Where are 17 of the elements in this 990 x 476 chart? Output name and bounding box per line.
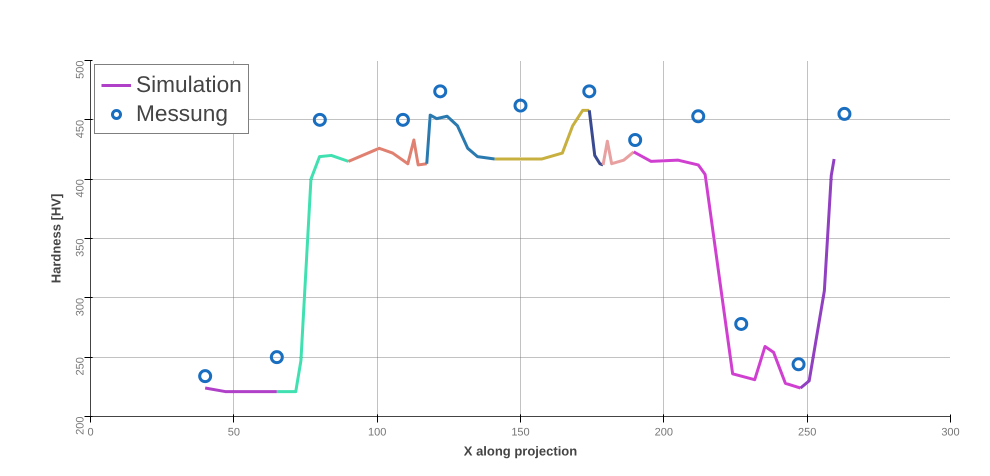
x-tick-label: 100 (368, 426, 386, 438)
x-tick-label: 0 (87, 426, 94, 438)
y-axis-title: Hardness [HV] (48, 194, 64, 284)
y-tick-label: 400 (74, 179, 86, 198)
x-tick-label: 300 (941, 426, 960, 438)
legend-label: Messung (136, 100, 228, 127)
legend-label: Simulation (136, 71, 242, 98)
y-tick-label: 250 (74, 357, 86, 376)
x-axis-title: X along projection (464, 444, 578, 458)
x-tick-label: 150 (511, 426, 530, 438)
x-tick-label: 50 (228, 426, 240, 438)
y-tick-label: 500 (74, 60, 86, 79)
y-tick-label: 350 (74, 238, 86, 257)
x-tick-label: 200 (654, 426, 674, 438)
x-tick-label: 250 (798, 426, 816, 438)
y-tick-label: 450 (74, 120, 86, 138)
y-tick-label: 300 (74, 298, 86, 316)
